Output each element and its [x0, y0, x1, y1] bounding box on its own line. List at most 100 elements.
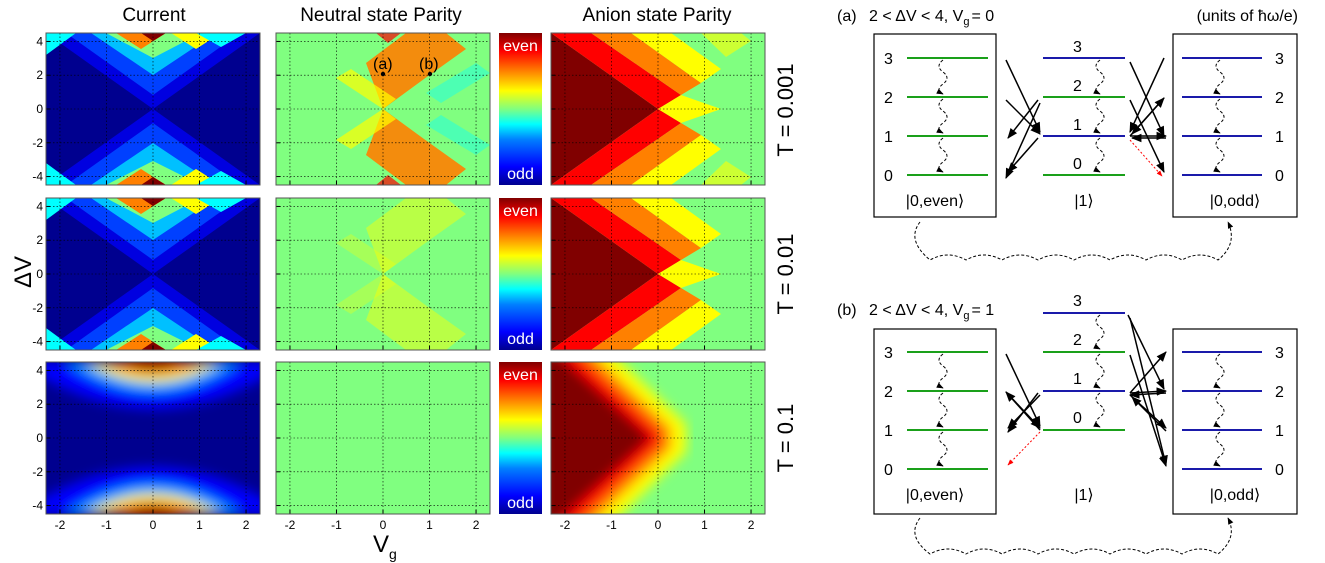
colorbar-row-2: even odd	[499, 198, 542, 350]
y-tick-label: 4	[36, 34, 43, 48]
markers: (a) (b)	[373, 56, 439, 77]
axes-frame	[275, 32, 491, 186]
x-tick-label: 2	[748, 518, 755, 532]
x-tick-label: 1	[196, 518, 203, 532]
box-odd-b	[1172, 328, 1298, 515]
panel-b-condition: 2 < ΔV < 4, Vg = 1	[869, 302, 994, 322]
y-tick-label: 0	[36, 267, 43, 281]
colorbar-even-label: even	[503, 203, 538, 220]
levels-even-a	[907, 57, 988, 176]
y-tick-label: 2	[36, 68, 43, 82]
axes-frame	[275, 197, 491, 351]
level-label: 1	[1275, 129, 1284, 146]
x-tick-label: -1	[606, 518, 617, 532]
box-odd-a	[1172, 33, 1298, 218]
ket-one-a: |1⟩	[1074, 193, 1093, 210]
level-label: 2	[1073, 78, 1082, 95]
x-tick-label: -2	[560, 518, 571, 532]
y-tick-label: 0	[36, 102, 43, 116]
x-tick-label: -1	[101, 518, 112, 532]
level-label: 1	[1073, 371, 1082, 388]
colorbar-even-label: even	[503, 38, 538, 55]
y-tick-label: -2	[32, 301, 43, 315]
colorbar-odd-label: odd	[507, 495, 534, 512]
panel-frame	[550, 32, 766, 186]
level-label: 2	[1275, 384, 1284, 401]
level-label: 3	[1073, 293, 1082, 310]
panel-b-tag: (b)	[837, 302, 857, 319]
y-tick-label: 2	[36, 397, 43, 411]
panel-frame	[550, 197, 766, 351]
column-title-anion: Anion state Parity	[583, 5, 732, 26]
ket-even-a: |0,even⟩	[906, 193, 964, 210]
levels-middle-b	[1043, 312, 1125, 431]
row-label-3: T = 0.1	[773, 404, 798, 473]
level-label: 2	[884, 384, 893, 401]
marker-a-label: (a)	[373, 56, 393, 73]
y-tick-label: 4	[36, 363, 43, 377]
parity-flip-wiggle-b	[914, 517, 1234, 555]
axes-layer: 4 2 0 -2 -4 4 2 0 -2 -4 -2 -1 0 1 2 -2 -1 0 1 2 -2 -1 0 1 2 4 2 0 -2…	[32, 32, 766, 532]
y-tick-label: -2	[32, 136, 43, 150]
x-tick-label: -2	[55, 518, 66, 532]
levels-odd-a	[1182, 57, 1262, 176]
levels-odd-b	[1182, 351, 1262, 470]
x-tick-label: 1	[701, 518, 708, 532]
panel-b: (b) 2 < ΔV < 4, Vg = 1 3 2 1 0 3 2 1 0	[837, 293, 1298, 555]
y-tick-label: -4	[32, 499, 43, 513]
level-label: 1	[884, 423, 893, 440]
level-label: 2	[1073, 332, 1082, 349]
panel-frame	[45, 361, 261, 515]
marker-a-point	[380, 71, 386, 77]
y-tick-label: 4	[36, 199, 43, 213]
marker-b-label: (b)	[419, 56, 439, 73]
level-label: 3	[1275, 345, 1284, 362]
column-title-current: Current	[122, 5, 186, 26]
tunneling-arrows-a	[1005, 57, 1168, 179]
level-label: 2	[884, 90, 893, 107]
y-tick-label: -4	[32, 170, 43, 184]
level-label: 3	[884, 345, 893, 362]
svg-text:V: V	[373, 531, 389, 558]
level-label: 1	[1275, 423, 1284, 440]
panel-frame	[275, 197, 491, 351]
level-label: 0	[884, 462, 893, 479]
x-tick-label: 0	[150, 518, 157, 532]
x-tick-label: -2	[285, 518, 296, 532]
x-tick-label: 1	[426, 518, 433, 532]
axes-frame	[275, 361, 491, 515]
units-label: (units of ħω/e)	[1197, 8, 1298, 25]
level-label: 0	[1073, 156, 1082, 173]
x-tick-label: 2	[243, 518, 250, 532]
row-label-1: T = 0.001	[773, 63, 798, 156]
level-label: 1	[1073, 117, 1082, 134]
colorbar-odd-label: odd	[507, 166, 534, 183]
level-label: 1	[884, 129, 893, 146]
marker-b-point	[427, 71, 433, 77]
relaxation-wiggles-a	[936, 59, 1225, 173]
panel-frame	[45, 32, 261, 186]
levels-middle-a	[1043, 57, 1125, 176]
levels-even-b	[907, 351, 988, 470]
level-label: 0	[1275, 168, 1284, 185]
colorbar-row-1: even odd	[499, 33, 542, 185]
axes-frame	[45, 361, 261, 515]
level-label: 3	[1073, 39, 1082, 56]
panel-frame	[275, 361, 491, 515]
panel-a-tag: (a)	[837, 8, 857, 25]
level-label: 3	[884, 51, 893, 68]
panel-frame	[550, 361, 766, 515]
y-axis-label: ΔV	[10, 256, 37, 288]
ket-even-b: |0,even⟩	[906, 487, 964, 504]
level-label: 0	[1275, 462, 1284, 479]
colorbar-even-label: even	[503, 367, 538, 384]
tunneling-arrows-b	[1005, 314, 1168, 467]
panel-a: (a) 2 < ΔV < 4, Vg = 0 (units of ħω/e) 3 …	[837, 8, 1298, 261]
axes-frame	[550, 197, 766, 351]
level-label: 0	[1073, 410, 1082, 427]
x-tick-label: 0	[380, 518, 387, 532]
axes-frame	[45, 32, 261, 186]
colorbar-row-3: even odd	[499, 362, 542, 514]
x-tick-label: -1	[331, 518, 342, 532]
